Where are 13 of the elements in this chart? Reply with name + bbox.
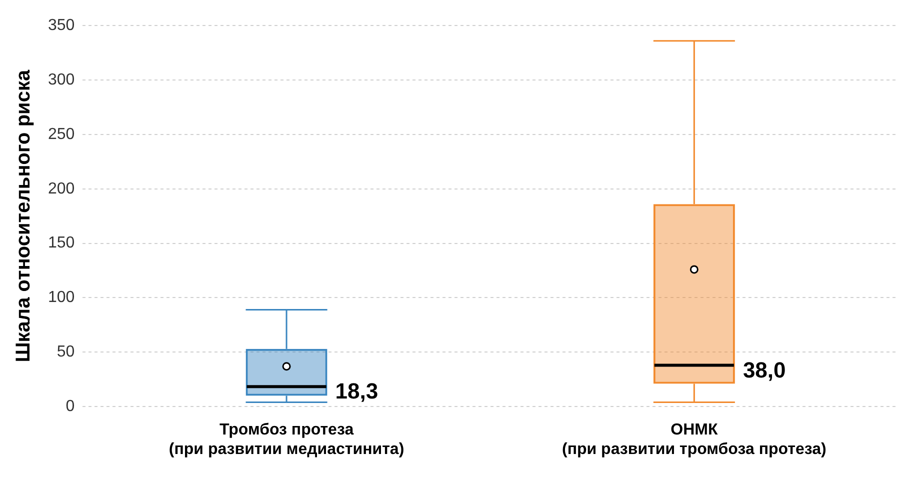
- text: 18,3: [335, 378, 378, 404]
- x-tick-label: ОНМК (при развитии тромбоза протеза): [562, 422, 826, 458]
- y-tick-label: 150: [48, 234, 75, 252]
- x-tick-label: Тромбоз протеза (при развитии медиастинита): [168, 422, 404, 458]
- y-tick-label: 200: [48, 180, 75, 198]
- y-axis-title: Шкала относительного риска: [12, 69, 35, 362]
- y-tick-label: 300: [48, 71, 75, 88]
- y-tick-label: 0: [66, 398, 75, 416]
- y-tick-label: 100: [48, 289, 75, 306]
- y-tick-label: 250: [48, 126, 75, 143]
- y-tick-label: 50: [56, 344, 75, 361]
- text: 38,0: [742, 357, 786, 382]
- y-tick-label: 350: [48, 17, 75, 34]
